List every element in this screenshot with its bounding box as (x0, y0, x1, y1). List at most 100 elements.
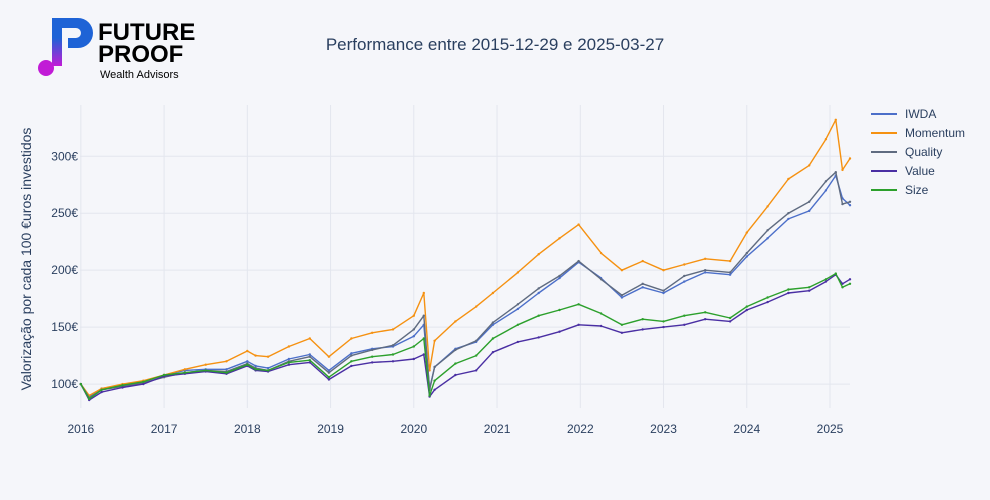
data-point (433, 388, 436, 391)
y-tick-label: 150€ (51, 320, 78, 334)
data-point (204, 369, 207, 372)
gridlines (80, 105, 850, 408)
data-point (350, 360, 353, 363)
data-point (787, 291, 790, 295)
data-point (287, 345, 291, 348)
data-point (422, 314, 425, 317)
legend-label[interactable]: IWDA (905, 107, 936, 121)
data-point (100, 388, 103, 391)
data-point (558, 274, 561, 278)
data-point (246, 349, 249, 353)
data-point (599, 312, 603, 315)
legend-label[interactable]: Value (905, 164, 935, 178)
brand-tagline: Wealth Advisors (100, 69, 179, 81)
data-point (704, 257, 707, 260)
data-point (516, 271, 520, 274)
data-point (599, 278, 603, 281)
x-tick-label: 2022 (567, 422, 594, 436)
data-point (599, 251, 603, 255)
data-point (371, 348, 374, 352)
data-point (225, 371, 228, 374)
data-point (537, 291, 540, 295)
data-point (841, 282, 844, 285)
data-point (787, 288, 790, 291)
data-point (491, 337, 495, 340)
data-point (246, 360, 249, 363)
data-point (808, 286, 811, 289)
data-point (787, 212, 790, 215)
data-point (412, 328, 415, 331)
data-point (412, 335, 415, 338)
data-point (79, 382, 83, 386)
data-point (558, 330, 561, 333)
data-point (475, 354, 478, 357)
y-tick-label: 100€ (51, 377, 78, 391)
legend-label[interactable]: Quality (905, 145, 942, 159)
data-point (204, 363, 207, 366)
data-point (848, 278, 852, 281)
data-point (766, 296, 769, 299)
data-point (266, 369, 270, 372)
data-point (662, 320, 665, 323)
data-point (121, 385, 124, 388)
data-point (287, 361, 291, 364)
data-point (433, 365, 436, 369)
data-point (88, 398, 91, 402)
y-tick-label: 300€ (51, 149, 78, 163)
data-point (287, 363, 291, 366)
data-point (454, 347, 457, 350)
data-point (558, 308, 561, 312)
data-point (371, 361, 374, 364)
legend-label[interactable]: Momentum (905, 126, 965, 140)
data-point (433, 365, 436, 369)
data-point (183, 372, 187, 375)
data-point (266, 366, 270, 370)
data-point (183, 371, 187, 374)
data-point (834, 174, 837, 177)
data-point (641, 328, 644, 331)
x-tick-label: 2024 (733, 422, 760, 436)
data-point (834, 118, 837, 122)
x-tick-label: 2023 (650, 422, 677, 436)
data-point (766, 229, 769, 232)
data-point (516, 303, 520, 306)
data-point (266, 355, 270, 358)
data-point (121, 384, 124, 387)
data-point (728, 320, 732, 323)
data-point (841, 197, 844, 200)
data-point (537, 314, 540, 317)
legend-label[interactable]: Size (905, 183, 929, 197)
data-point (183, 369, 187, 372)
data-point (841, 202, 844, 206)
x-tick-label: 2017 (151, 422, 178, 436)
data-point (412, 314, 415, 317)
data-point (766, 237, 769, 240)
data-point (475, 340, 478, 344)
data-point (204, 370, 207, 373)
data-point (350, 354, 353, 357)
data-point (599, 324, 603, 328)
data-point (824, 189, 828, 192)
data-point (350, 337, 353, 340)
x-tick-label: 2016 (67, 422, 94, 436)
data-point (620, 296, 624, 299)
data-point (225, 368, 228, 371)
data-point (662, 291, 665, 295)
data-point (422, 323, 425, 326)
data-point (266, 369, 270, 372)
data-point (620, 323, 624, 326)
data-point (745, 231, 748, 234)
series-line-iwda (80, 174, 851, 398)
data-point (422, 353, 425, 356)
chart-title: Performance entre 2015-12-29 e 2025-03-2… (326, 35, 664, 54)
data-point (391, 345, 395, 348)
data-point (728, 259, 732, 263)
data-point (254, 368, 257, 371)
data-point (475, 305, 478, 308)
data-point (641, 259, 644, 263)
brand-mark-icon (38, 18, 93, 76)
data-point (79, 382, 83, 386)
data-point (254, 354, 257, 357)
data-point (412, 357, 415, 361)
data-point (327, 376, 331, 379)
